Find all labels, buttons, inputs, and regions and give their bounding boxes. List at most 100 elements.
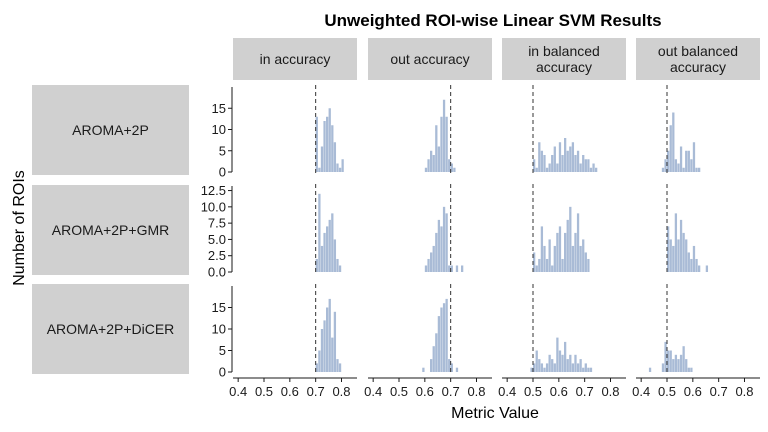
x-tick-label-out_bal: 0.4	[632, 384, 650, 399]
histogram-bar-in_bal-row-1	[551, 265, 554, 272]
histogram-bar-in_bal-row-2	[564, 341, 567, 372]
histogram-bar-in_bal-row-2	[584, 363, 587, 372]
histogram-bar-out_bal-row-0	[682, 167, 685, 172]
histogram-bar-out_acc-row-0	[430, 150, 433, 172]
y-tick-label-row-0: 10	[212, 122, 226, 137]
histogram-bar-in_bal-row-0	[579, 163, 582, 172]
histogram-bar-in_acc-row-0	[338, 167, 342, 172]
histogram-bar-out_bal-row-2	[677, 359, 680, 372]
x-tick-label-in_acc: 0.8	[332, 384, 350, 399]
histogram-bar-in_acc-row-0	[328, 108, 331, 172]
column-strip-label-in_bal: in balanced	[528, 43, 600, 59]
histogram-bar-out_acc-row-1	[432, 245, 435, 272]
histogram-bar-out_acc-row-0	[435, 125, 438, 172]
histogram-bar-in_bal-row-0	[569, 146, 572, 172]
histogram-bar-in_bal-row-2	[543, 367, 546, 372]
histogram-bar-out_acc-row-0	[440, 116, 443, 172]
histogram-bar-in_bal-row-0	[587, 159, 590, 172]
histogram-bar-in_bal-row-0	[535, 167, 538, 172]
histogram-bar-out_acc-row-1	[450, 265, 453, 272]
histogram-bar-in_acc-row-1	[328, 219, 331, 272]
histogram-bar-out_bal-row-0	[672, 112, 675, 172]
x-tick-label-in_acc: 0.6	[281, 384, 299, 399]
y-tick-label-row-2: 5	[219, 343, 226, 358]
histogram-bar-out_acc-row-0	[437, 146, 441, 172]
x-tick-label-in_acc: 0.5	[255, 384, 273, 399]
histogram-bar-in_bal-row-2	[576, 363, 580, 372]
histogram-bar-out_bal-row-2	[679, 354, 683, 372]
histogram-bar-in_bal-row-0	[584, 159, 587, 172]
histogram-bar-in_bal-row-0	[574, 155, 577, 172]
histogram-bar-in_acc-row-2	[328, 298, 331, 372]
histogram-bar-in_bal-row-0	[533, 159, 536, 172]
histogram-bar-in_bal-row-0	[545, 167, 549, 172]
histogram-bar-out_bal-row-0	[695, 167, 698, 172]
histogram-bar-in_bal-row-2	[540, 363, 544, 372]
histogram-bar-in_bal-row-2	[569, 354, 572, 372]
histogram-bar-out_acc-row-1	[430, 252, 433, 272]
histogram-bar-in_bal-row-1	[545, 258, 549, 272]
x-tick-label-out_bal: 0.6	[684, 384, 702, 399]
histogram-bar-in_bal-row-2	[535, 350, 538, 372]
histogram-bar-in_bal-row-1	[571, 245, 575, 272]
histogram-bar-out_acc-row-0	[445, 116, 448, 172]
histogram-bar-out_acc-row-1	[445, 213, 448, 272]
histogram-bar-in_bal-row-0	[576, 150, 580, 172]
histogram-bar-in_bal-row-1	[561, 258, 564, 272]
histogram-bar-out_bal-row-2	[690, 367, 693, 372]
histogram-bar-out_bal-row-1	[698, 265, 701, 272]
x-tick-label-out_acc: 0.5	[390, 384, 408, 399]
x-tick-label-out_acc: 0.7	[442, 384, 460, 399]
histogram-bar-in_bal-row-1	[540, 226, 544, 272]
histogram-bar-out_bal-row-2	[687, 367, 690, 372]
histogram-bar-out_bal-row-1	[667, 226, 670, 272]
histogram-bar-in_acc-row-0	[318, 167, 321, 172]
y-tick-label-row-0: 0	[219, 165, 226, 180]
histogram-bar-out_acc-row-2	[422, 367, 425, 372]
histogram-bar-in_bal-row-2	[582, 367, 585, 372]
histogram-bar-in_bal-row-1	[584, 252, 587, 272]
histogram-bar-out_acc-row-0	[424, 167, 428, 172]
y-tick-label-row-2: 15	[212, 300, 226, 315]
column-strips: in accuracy out accuracy in balancedaccura…	[233, 38, 760, 80]
histogram-bar-out_acc-row-1	[448, 265, 451, 272]
histogram-bar-out_acc-row-2	[445, 298, 448, 372]
histogram-bar-in_acc-row-0	[333, 142, 337, 172]
histogram-bar-in_acc-row-0	[326, 116, 329, 172]
histogram-bar-out_acc-row-0	[432, 155, 435, 172]
x-axis-label: Metric Value	[451, 405, 539, 422]
histogram-bar-out_acc-row-2	[435, 333, 438, 372]
histogram-bar-in_bal-row-2	[530, 367, 533, 372]
histogram-bar-out_bal-row-0	[677, 163, 680, 172]
histogram-bar-in_bal-row-0	[543, 155, 546, 172]
histogram-bar-out_bal-row-1	[687, 252, 690, 272]
histogram-bar-in_acc-row-2	[338, 363, 342, 372]
histogram-bar-in_acc-row-0	[336, 163, 339, 172]
y-tick-label-row-2: 10	[212, 322, 226, 337]
histogram-bar-out_bal-row-2	[685, 359, 688, 372]
histogram-bar-in_bal-row-0	[571, 142, 575, 172]
histogram-bar-in_bal-row-2	[579, 359, 582, 372]
histogram-bar-out_bal-row-2	[667, 350, 670, 372]
x-tick-label-out_acc: 0.4	[364, 384, 382, 399]
histogram-bar-in_bal-row-0	[566, 150, 569, 172]
histogram-bar-in_bal-row-1	[576, 213, 580, 272]
histogram-bar-out_bal-row-1	[685, 239, 688, 272]
histogram-bar-in_acc-row-1	[318, 193, 321, 272]
y-tick-label-row-0: 15	[212, 101, 226, 116]
histogram-bar-out_acc-row-1	[440, 226, 443, 272]
histogram-bar-in_bal-row-1	[556, 232, 559, 272]
histogram-bar-in_acc-row-2	[323, 320, 326, 372]
histogram-bar-out_bal-row-1	[695, 258, 698, 272]
histogram-bar-out_bal-row-2	[674, 354, 678, 372]
histogram-bar-in_bal-row-1	[579, 245, 582, 272]
histogram-bar-in_bal-row-0	[558, 142, 562, 172]
histogram-bar-in_acc-row-0	[331, 125, 334, 172]
histogram-bar-in_acc-row-1	[326, 226, 329, 272]
column-strip-out_bal	[636, 38, 760, 80]
histogram-bar-in_acc-row-2	[336, 359, 339, 372]
histogram-bar-out_acc-row-0	[427, 159, 430, 172]
histogram-bar-out_bal-row-1	[679, 219, 683, 272]
histogram-bar-out_bal-row-2	[672, 359, 675, 372]
row-strip-0	[32, 85, 189, 175]
